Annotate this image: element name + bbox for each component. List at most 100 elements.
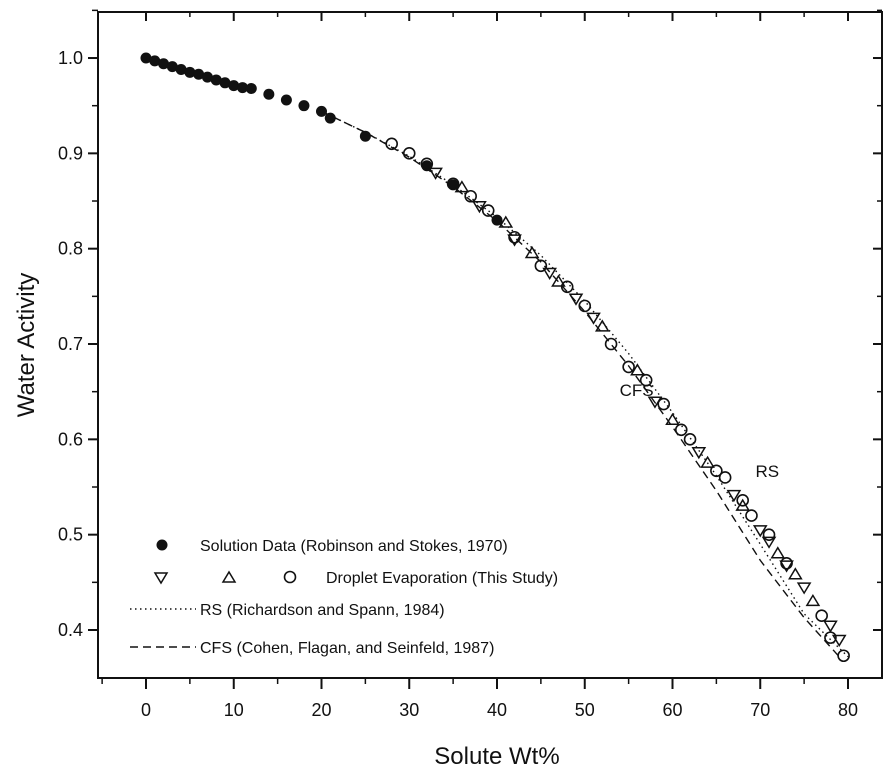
droplet-down-triangle-point	[726, 489, 742, 503]
cfs-curve-line	[321, 110, 840, 658]
y-tick-label: 0.4	[58, 620, 83, 640]
x-axis-title: Solute Wt%	[434, 743, 559, 770]
x-tick-label: 80	[838, 700, 858, 720]
droplet-up-triangle-point	[594, 319, 610, 332]
solution-data-point	[140, 52, 152, 64]
droplet-down-triangle-point	[796, 582, 812, 595]
droplet-circle-point	[446, 177, 460, 191]
solution-data-point	[193, 68, 205, 80]
droplet-down-triangle-point	[761, 536, 777, 549]
x-tick-label: 40	[487, 700, 507, 720]
x-tick-label: 10	[224, 700, 244, 720]
solution-data-point	[263, 88, 275, 100]
droplet-down-triangle-point	[752, 525, 768, 538]
droplet-up-triangle-point	[551, 274, 566, 287]
solution-data-point	[316, 105, 327, 117]
legend-label: RS (Richardson and Spann, 1984)	[200, 602, 445, 619]
droplet-circle-point	[420, 157, 434, 171]
droplet-down-triangle-point	[691, 446, 707, 460]
droplet-down-triangle-point	[542, 267, 557, 280]
axis-ticks: 0 10 20 30 40 50 60 70 80 0.4 0.5 0.6 0.7 0.8 0.9 1.0	[58, 9, 882, 720]
droplet-circle-point	[736, 494, 750, 507]
legend-label: CFS (Cohen, Flagan, and Seinfeld, 1987)	[200, 640, 494, 657]
x-tick-label: 70	[750, 700, 770, 720]
droplet-circle-point	[837, 649, 850, 663]
droplet-circle-point	[385, 137, 399, 151]
solution-data-point	[298, 100, 310, 112]
solution-data-point	[447, 179, 459, 191]
droplet-down-triangle-point	[472, 201, 487, 214]
droplet-circle-point	[464, 189, 477, 203]
y-tick-label: 0.5	[58, 525, 83, 545]
model-curves	[321, 110, 849, 658]
droplet-circle-point	[824, 631, 837, 644]
solution-data-point	[184, 66, 196, 78]
droplet-up-triangle-point	[770, 546, 786, 559]
y-tick-label: 0.9	[58, 143, 83, 163]
droplet-circle-point	[508, 230, 521, 244]
solution-data-point	[158, 58, 170, 70]
droplet-circle-point	[402, 147, 416, 160]
y-tick-label: 0.8	[58, 239, 83, 259]
y-tick-label: 0.7	[58, 334, 83, 354]
droplet-up-triangle-point	[454, 180, 470, 193]
solution-data-point	[237, 82, 249, 94]
droplet-circle-point	[657, 397, 671, 411]
legend-filled-circle-marker	[156, 539, 168, 551]
droplet-circle-point	[622, 360, 635, 374]
droplet-down-triangle-point	[586, 312, 601, 325]
legend-label: Solution Data (Robinson and Stokes, 1970…	[200, 538, 508, 555]
droplet-down-triangle-point	[507, 234, 522, 247]
rs-curve-label: RS	[755, 462, 779, 481]
y-tick-label: 1.0	[58, 48, 83, 68]
legend-down-triangle-marker	[153, 572, 169, 585]
solution-data-point	[175, 63, 187, 75]
legend-open-circle-marker	[283, 570, 297, 584]
solution-data-point	[210, 74, 222, 86]
droplet-circle-point	[718, 471, 732, 484]
droplet-up-triangle-point	[524, 245, 540, 259]
x-tick-label: 0	[141, 700, 151, 720]
data-points	[140, 52, 850, 663]
droplet-up-triangle-point	[498, 215, 514, 228]
legend-up-triangle-marker	[221, 570, 237, 583]
droplet-circle-point	[481, 204, 495, 217]
x-tick-label: 30	[399, 700, 419, 720]
x-tick-label: 20	[311, 700, 331, 720]
droplet-down-triangle-point	[823, 620, 838, 633]
solution-data-point	[166, 61, 178, 73]
solution-data-point	[324, 112, 336, 124]
legend-label: Droplet Evaporation (This Study)	[326, 570, 558, 587]
droplet-up-triangle-point	[665, 412, 680, 426]
solution-data-point	[245, 83, 257, 95]
y-tick-label: 0.6	[58, 429, 83, 449]
droplet-up-triangle-point	[630, 363, 645, 376]
solution-data-point	[280, 94, 292, 106]
cfs-curve-label: CFS	[620, 381, 654, 400]
x-tick-label: 50	[575, 700, 595, 720]
droplet-down-triangle-point	[568, 293, 584, 306]
droplet-down-triangle-point	[831, 634, 847, 647]
droplet-circle-point	[683, 433, 697, 446]
droplet-up-triangle-point	[805, 593, 821, 607]
y-axis-title: Water Activity	[13, 273, 40, 417]
solution-data-point	[491, 214, 503, 226]
droplet-circle-point	[710, 464, 723, 478]
solution-data-point	[149, 55, 161, 67]
droplet-up-triangle-point	[700, 455, 715, 468]
legend: Solution Data (Robinson and Stokes, 1970…	[130, 538, 558, 657]
droplet-circle-point	[762, 528, 776, 541]
droplet-circle-point	[745, 509, 758, 522]
droplet-circle-point	[674, 423, 688, 437]
droplet-down-triangle-point	[779, 560, 794, 573]
droplet-circle-point	[780, 556, 793, 570]
droplet-up-triangle-point	[788, 567, 803, 580]
solution-data-point	[219, 77, 231, 89]
droplet-circle-point	[604, 337, 618, 351]
droplet-circle-point	[578, 299, 592, 313]
solution-data-point	[201, 71, 213, 83]
droplet-circle-point	[534, 259, 548, 273]
droplet-circle-point	[560, 280, 574, 294]
x-tick-label: 60	[662, 700, 682, 720]
